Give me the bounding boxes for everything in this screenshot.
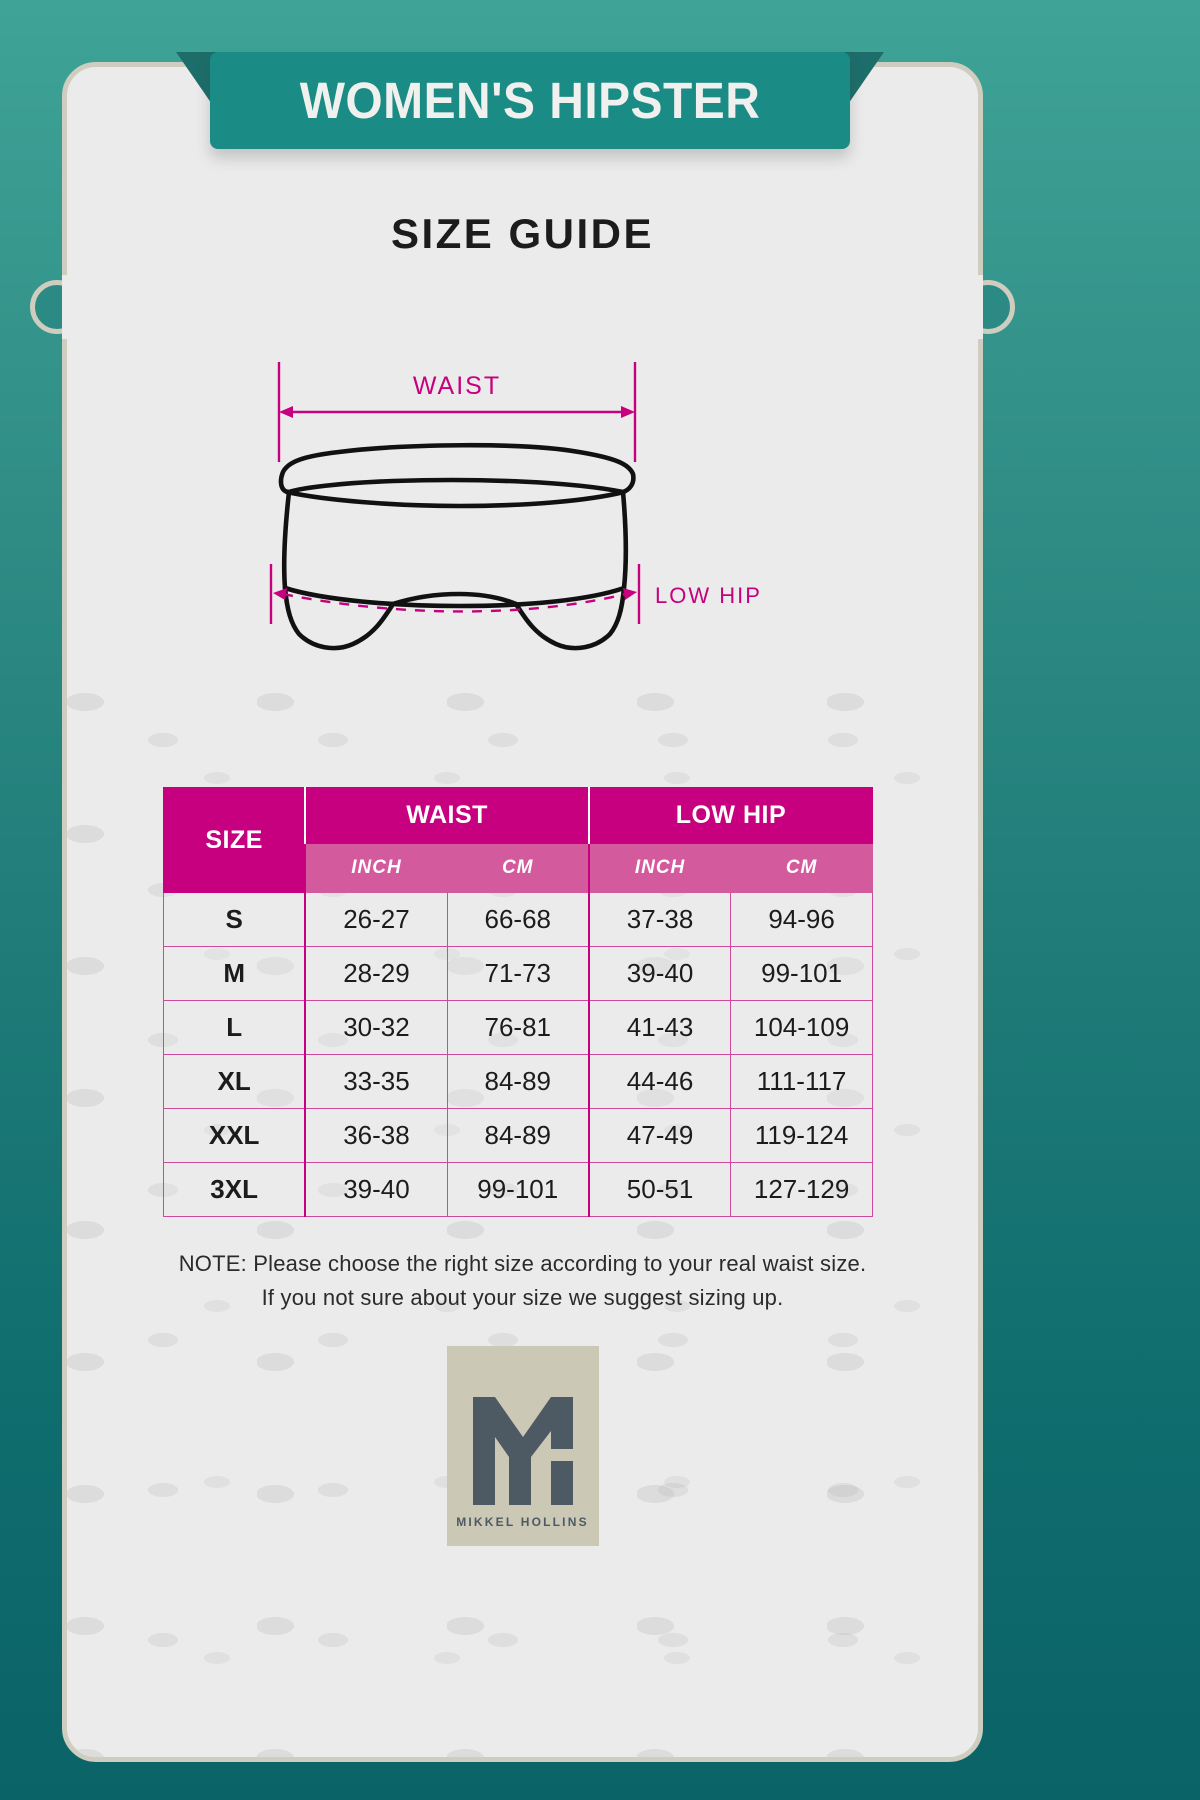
header-group-low-hip: LOW HIP (587, 787, 873, 844)
cell-hip-inch: 44-46 (587, 1054, 732, 1109)
card-notch-mask-left (62, 275, 92, 339)
cell-hip-cm: 119-124 (730, 1108, 873, 1163)
low-hip-label: LOW HIP (655, 583, 762, 608)
table-row: L 30-32 76-81 41-43 104-109 (163, 1000, 873, 1055)
table-row: XL 33-35 84-89 44-46 111-117 (163, 1054, 873, 1109)
cell-size: 3XL (163, 1162, 306, 1217)
cell-waist-cm: 71-73 (446, 946, 590, 1001)
cell-waist-cm: 76-81 (446, 1000, 590, 1055)
cell-waist-inch: 33-35 (304, 1054, 448, 1109)
header-unit-hip-cm: CM (730, 843, 873, 893)
table-row: XXL 36-38 84-89 47-49 119-124 (163, 1108, 873, 1163)
cell-waist-inch: 30-32 (304, 1000, 448, 1055)
table-header-groups: SIZE WAIST LOW HIP (163, 787, 873, 893)
header-group-waist: WAIST (304, 787, 590, 844)
header-unit-waist-inch: INCH (304, 843, 448, 893)
cell-hip-inch: 50-51 (587, 1162, 732, 1217)
card-notch-mask-right (953, 275, 983, 339)
table-row: 3XL 39-40 99-101 50-51 127-129 (163, 1162, 873, 1217)
waist-label: WAIST (412, 372, 500, 400)
table-header-units: INCH CM INCH CM (164, 843, 873, 893)
waist-dimension (277, 362, 636, 462)
cell-hip-cm: 111-117 (730, 1054, 873, 1109)
cell-waist-inch: 36-38 (304, 1108, 448, 1163)
cell-hip-cm: 127-129 (730, 1162, 873, 1217)
note-text: NOTE: Please choose the right size accor… (62, 1247, 983, 1315)
title-ribbon: WOMEN'S HIPSTER (176, 52, 884, 149)
cell-hip-inch: 37-38 (587, 892, 732, 947)
note-line-2: If you not sure about your size we sugge… (261, 1285, 784, 1311)
mh-monogram-icon (472, 1397, 573, 1505)
cell-size: M (163, 946, 306, 1001)
size-guide-card: WOMEN'S HIPSTER SIZE GUIDE WAIST (30, 52, 1015, 1762)
cell-waist-cm: 99-101 (446, 1162, 590, 1217)
cell-hip-cm: 94-96 (730, 892, 873, 947)
cell-hip-inch: 41-43 (587, 1000, 732, 1055)
cell-size: XL (163, 1054, 306, 1109)
cell-size: S (163, 892, 306, 947)
cell-hip-cm: 99-101 (730, 946, 873, 1001)
cell-hip-cm: 104-109 (730, 1000, 873, 1055)
size-table-container: SIZE WAIST LOW HIP INCH CM INCH CM S 26-… (163, 787, 873, 1217)
ribbon-body: WOMEN'S HIPSTER (210, 52, 850, 149)
cell-size: L (163, 1000, 306, 1055)
header-unit-waist-cm: CM (446, 843, 590, 893)
note-line-1: NOTE: Please choose the right size accor… (178, 1251, 867, 1276)
cell-waist-cm: 84-89 (446, 1108, 590, 1163)
hipster-diagram-svg: WAIST LOW HIP (269, 362, 762, 651)
low-hip-dimension (269, 564, 640, 624)
table-head: SIZE WAIST LOW HIP INCH CM INCH CM (163, 787, 873, 893)
cell-waist-cm: 84-89 (446, 1054, 590, 1109)
garment-illustration: WAIST LOW HIP (62, 352, 983, 692)
table-body: S 26-27 66-68 37-38 94-96 M 28-29 71-73 … (163, 892, 873, 1217)
table-row: M 28-29 71-73 39-40 99-101 (163, 946, 873, 1001)
garment-outline (278, 442, 636, 651)
product-title: WOMEN'S HIPSTER (299, 72, 761, 129)
cell-waist-inch: 28-29 (304, 946, 448, 1001)
cell-hip-inch: 39-40 (587, 946, 732, 1001)
page-title: SIZE GUIDE (390, 210, 655, 257)
cell-waist-inch: 39-40 (304, 1162, 448, 1217)
cell-hip-inch: 47-49 (587, 1108, 732, 1163)
cell-waist-inch: 26-27 (304, 892, 448, 947)
header-unit-hip-inch: INCH (587, 843, 732, 893)
size-table: SIZE WAIST LOW HIP INCH CM INCH CM S 26-… (163, 787, 873, 1217)
cell-size: XXL (163, 1108, 306, 1163)
cell-waist-cm: 66-68 (446, 892, 590, 947)
brand-name: MIKKEL HOLLINS (456, 1515, 589, 1529)
table-row: S 26-27 66-68 37-38 94-96 (163, 892, 873, 947)
header-size: SIZE (163, 787, 306, 893)
brand-logo: MIKKEL HOLLINS (446, 1346, 599, 1546)
